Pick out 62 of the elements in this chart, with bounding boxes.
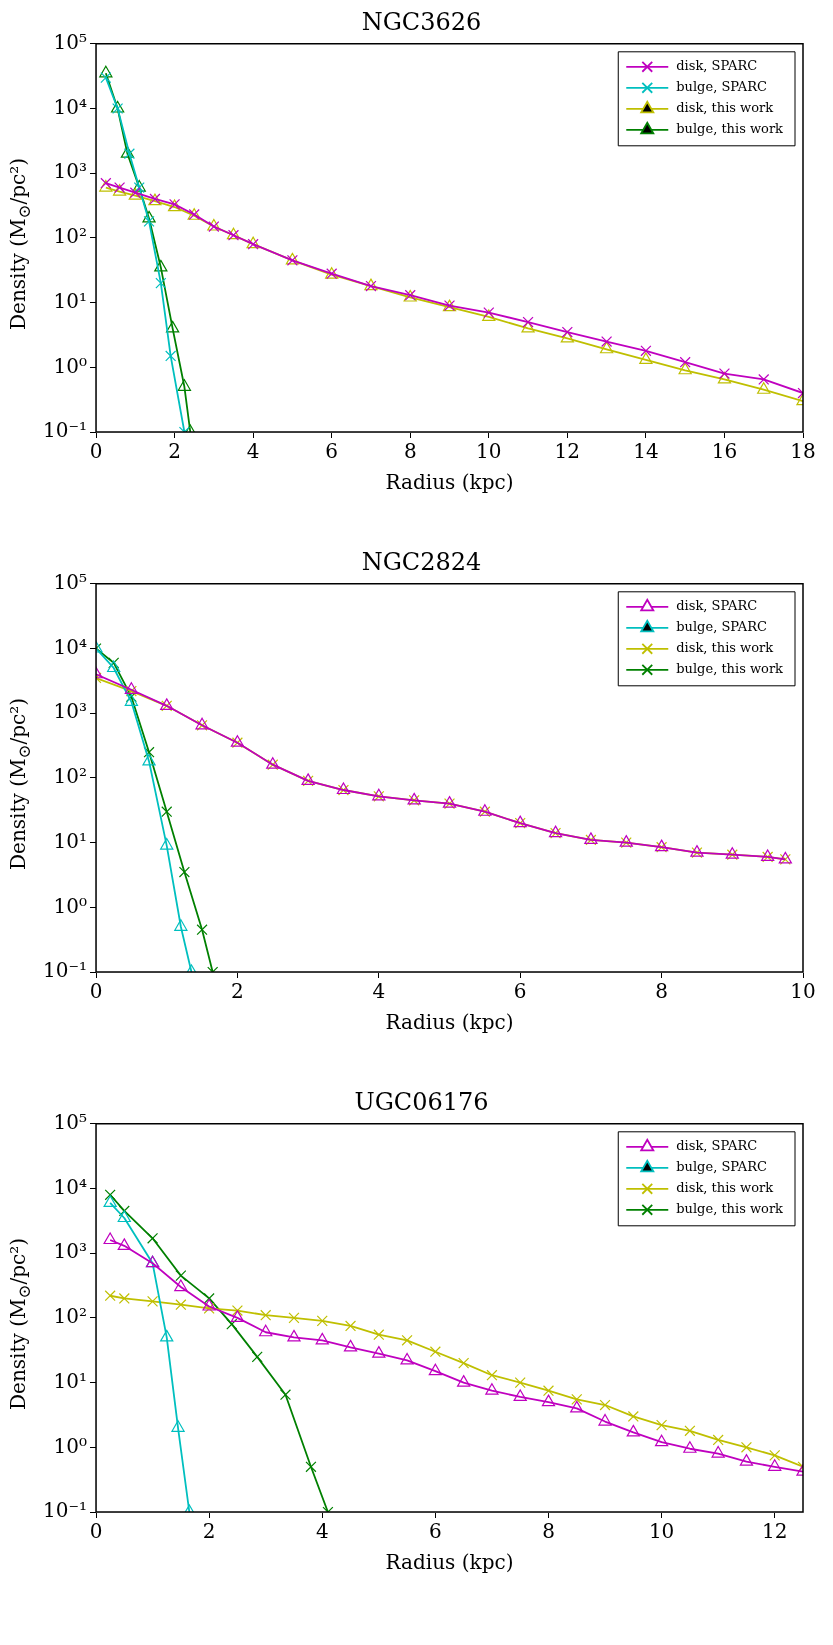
- y-tick-label: 10³: [53, 159, 88, 184]
- x-tick-label: 8: [542, 1519, 555, 1544]
- x-tick-label: 2: [168, 439, 181, 464]
- x-tick-label: 12: [761, 1519, 788, 1544]
- x-tick-label: 6: [429, 1519, 442, 1544]
- chart-title: UGC06176: [354, 1087, 489, 1116]
- x-tick-label: 4: [246, 439, 260, 464]
- x-axis-title: Radius (kpc): [385, 1010, 514, 1035]
- legend-label: bulge, SPARC: [676, 1159, 768, 1175]
- y-tick-label: 10¹: [53, 288, 88, 313]
- legend-label: bulge, SPARC: [676, 79, 768, 95]
- y-tick-label: 10⁵: [53, 570, 88, 594]
- y-tick-label: 10¹: [53, 1368, 88, 1393]
- chart-title: NGC2824: [361, 547, 482, 576]
- y-tick-label: 10⁴: [53, 1174, 88, 1199]
- y-tick-label: 10⁴: [53, 94, 88, 119]
- x-tick-label: 4: [315, 1519, 329, 1544]
- x-tick-label: 6: [325, 439, 339, 464]
- y-tick-label: 10⁰: [53, 893, 88, 918]
- x-tick-label: 0: [89, 439, 103, 464]
- x-tick-label: 4: [372, 979, 386, 1004]
- x-tick-label: 8: [655, 979, 668, 1004]
- x-tick-label: 6: [513, 979, 527, 1004]
- legend-label: disk, SPARC: [676, 598, 758, 614]
- y-tick-label: 10³: [53, 1239, 88, 1264]
- y-tick-label: 10⁻¹: [42, 1498, 88, 1523]
- x-tick-label: 0: [89, 1519, 103, 1544]
- x-tick-label: 14: [633, 439, 659, 464]
- x-tick-label: 12: [554, 439, 581, 464]
- x-axis-title: Radius (kpc): [385, 1550, 514, 1575]
- x-tick-label: 8: [403, 439, 417, 464]
- y-tick-label: 10³: [53, 699, 88, 724]
- legend-label: bulge, this work: [676, 661, 784, 677]
- y-tick-label: 10²: [53, 764, 88, 789]
- legend-label: disk, SPARC: [676, 58, 758, 74]
- x-tick-label: 18: [790, 439, 816, 464]
- y-tick-label: 10²: [53, 224, 88, 249]
- legend-label: bulge, this work: [676, 121, 784, 137]
- y-tick-label: 10⁻¹: [42, 418, 88, 443]
- legend-label: bulge, this work: [676, 1201, 784, 1217]
- x-tick-label: 10: [648, 1519, 675, 1544]
- y-tick-label: 10⁰: [53, 1433, 88, 1458]
- x-tick-label: 10: [790, 979, 816, 1004]
- legend-label: disk, this work: [676, 100, 774, 116]
- y-tick-label: 10⁻¹: [42, 958, 88, 983]
- x-axis-title: Radius (kpc): [385, 470, 514, 495]
- y-tick-label: 10⁰: [53, 353, 88, 378]
- legend-label: disk, SPARC: [676, 1138, 758, 1154]
- y-tick-label: 10¹: [53, 828, 88, 853]
- x-tick-label: 2: [202, 1519, 216, 1544]
- x-tick-label: 10: [476, 439, 502, 464]
- y-tick-label: 10²: [53, 1304, 88, 1329]
- legend-label: bulge, SPARC: [676, 619, 768, 635]
- chart-title: NGC3626: [361, 7, 482, 36]
- y-tick-label: 10⁵: [53, 1110, 88, 1134]
- y-tick-label: 10⁴: [53, 634, 88, 659]
- y-tick-label: 10⁵: [53, 30, 88, 54]
- x-tick-label: 2: [231, 979, 244, 1004]
- x-tick-label: 0: [89, 979, 103, 1004]
- legend-label: disk, this work: [676, 1180, 774, 1196]
- x-tick-label: 16: [711, 439, 738, 464]
- legend-label: disk, this work: [676, 640, 774, 656]
